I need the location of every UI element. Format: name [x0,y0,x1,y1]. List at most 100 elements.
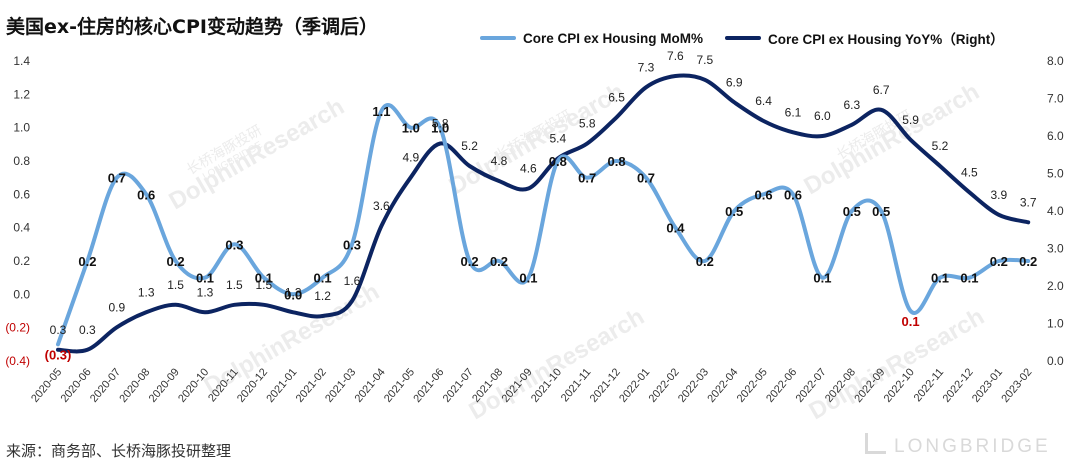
y-right-tick-label: 0.0 [1047,354,1064,368]
x-tick-label: 2023-01 [970,366,1005,405]
data-label-yoy: 3.7 [1020,195,1037,209]
data-label-yoy: 5.8 [432,117,449,131]
data-label-yoy: 1.5 [255,278,272,292]
data-label-mom: 0.1 [519,271,537,286]
data-label-mom: 0.2 [1019,254,1037,269]
x-tick-label: 2020-08 [117,366,152,405]
legend-label-yoy: Core CPI ex Housing YoY%（Right） [768,32,1004,47]
data-label-yoy: 0.3 [79,323,96,337]
x-tick-label: 2022-04 [705,366,740,405]
series-lines [56,73,1031,354]
data-label-mom: 0.0 [284,287,302,302]
data-label-mom: 0.1 [931,271,949,286]
data-label-yoy: 5.4 [549,132,566,146]
data-label-mom: 0.8 [549,154,567,169]
legend-item-mom: Core CPI ex Housing MoM% [480,31,703,46]
data-label-mom: 0.1 [255,271,273,286]
y-left-tick-label: 0.8 [13,154,30,168]
x-tick-label: 2020-06 [59,366,94,405]
data-label-yoy: 6.9 [726,75,743,89]
x-tick-label: 2023-02 [999,366,1034,405]
data-label-yoy: 1.2 [314,289,331,303]
x-tick-label: 2021-06 [411,366,446,405]
brand-logo-icon [865,433,886,454]
x-tick-label: 2021-03 [323,366,358,405]
y-left-tick-label: 0.0 [13,287,30,301]
y-right-tick-label: 1.0 [1047,317,1064,331]
data-label-mom: 0.2 [167,254,185,269]
y-left-tick-label: 1.2 [13,87,30,101]
watermark-en: DolphinResearch [165,93,349,215]
x-tick-label: 2022-12 [941,366,976,405]
y-right-tick-label: 6.0 [1047,129,1064,143]
data-label-mom: 0.5 [843,204,861,219]
x-tick-label: 2021-12 [588,366,623,405]
data-label-mom: 0.6 [137,187,155,202]
watermark-en: DolphinResearch [465,303,649,425]
data-label-mom: 0.1 [960,271,978,286]
y-right-tick-label: 2.0 [1047,279,1064,293]
data-label-mom: 1.0 [402,121,420,136]
footer-brand: LONGBRIDGE [865,433,1051,458]
data-label-yoy: 4.5 [961,165,978,179]
x-tick-label: 2021-05 [382,366,417,405]
data-label-yoy: 1.3 [285,285,302,299]
data-label-mom: 0.7 [108,171,126,186]
data-labels: 0.3 0.3 0.9 1.3 1.5 1.3 1.5 1.5 1.3 1.2 1.6 3.6 4.9 5… [45,49,1038,362]
legend-item-yoy: Core CPI ex Housing YoY%（Right） [725,28,1004,48]
data-label-mom: 0.3 [343,237,361,252]
data-label-mom: 0.6 [784,187,802,202]
data-label-yoy: 6.0 [814,109,831,123]
x-tick-label: 2022-02 [647,366,682,405]
data-label-yoy: 6.7 [873,83,890,97]
source-note: 来源：商务部、长桥海豚投研整理 [6,442,232,460]
data-label-mom: 0.2 [78,254,96,269]
data-label-mom: 0.3 [225,237,243,252]
x-tick-label: 2020-05 [29,366,64,405]
y-left-tick-label: 1.0 [13,121,30,135]
data-label-yoy: 1.5 [226,278,243,292]
series-line-yoy [56,73,1031,354]
data-label-yoy: 5.2 [932,139,949,153]
data-label-mom: (0.3) [45,347,72,362]
footer-brand-text: LONGBRIDGE [894,436,1051,457]
y-left-tick-label: 1.4 [13,54,30,68]
data-label-mom: 0.2 [490,254,508,269]
watermark-en: DolphinResearch [805,303,989,425]
data-label-yoy: 6.1 [785,105,802,119]
legend-label-mom: Core CPI ex Housing MoM% [523,30,704,46]
data-label-mom: 0.5 [725,204,743,219]
legend: Core CPI ex Housing MoM% Core CPI ex Hou… [480,28,1004,48]
data-label-mom: 0.8 [608,154,626,169]
y-right-tick-label: 5.0 [1047,167,1064,181]
y-right-tick-label: 3.0 [1047,242,1064,256]
data-label-yoy: 1.3 [138,285,155,299]
data-label-mom: 0.5 [872,204,890,219]
data-label-yoy: 7.3 [638,60,655,74]
data-label-yoy: 6.3 [843,98,860,112]
x-tick-label: 2022-01 [617,366,652,405]
x-tick-label: 2020-09 [147,366,182,405]
data-label-yoy: 0.9 [108,300,125,314]
data-label-mom: 0.7 [637,171,655,186]
data-label-mom: 0.2 [990,254,1008,269]
y-left-tick-label: 0.2 [13,254,30,268]
x-tick-label: 2022-03 [676,366,711,405]
data-label-yoy: 6.4 [755,94,772,108]
data-label-mom: 0.1 [314,271,332,286]
data-label-yoy: 1.6 [344,274,361,288]
y-left-tick-label: (0.2) [5,321,30,335]
x-tick-label: 2021-01 [264,366,299,405]
x-tick-label: 2022-06 [764,366,799,405]
y-right-tick-label: 7.0 [1047,92,1064,106]
data-label-mom: 0.2 [696,254,714,269]
data-label-yoy: 3.6 [373,199,390,213]
data-label-mom: 0.2 [461,254,479,269]
data-label-mom: 0.1 [813,271,831,286]
x-tick-label: 2022-05 [735,366,770,405]
x-tick-label: 2021-04 [353,366,388,405]
data-label-mom: 0.6 [755,187,773,202]
data-label-yoy: 1.3 [197,285,214,299]
x-tick-label: 2020-07 [88,366,123,405]
